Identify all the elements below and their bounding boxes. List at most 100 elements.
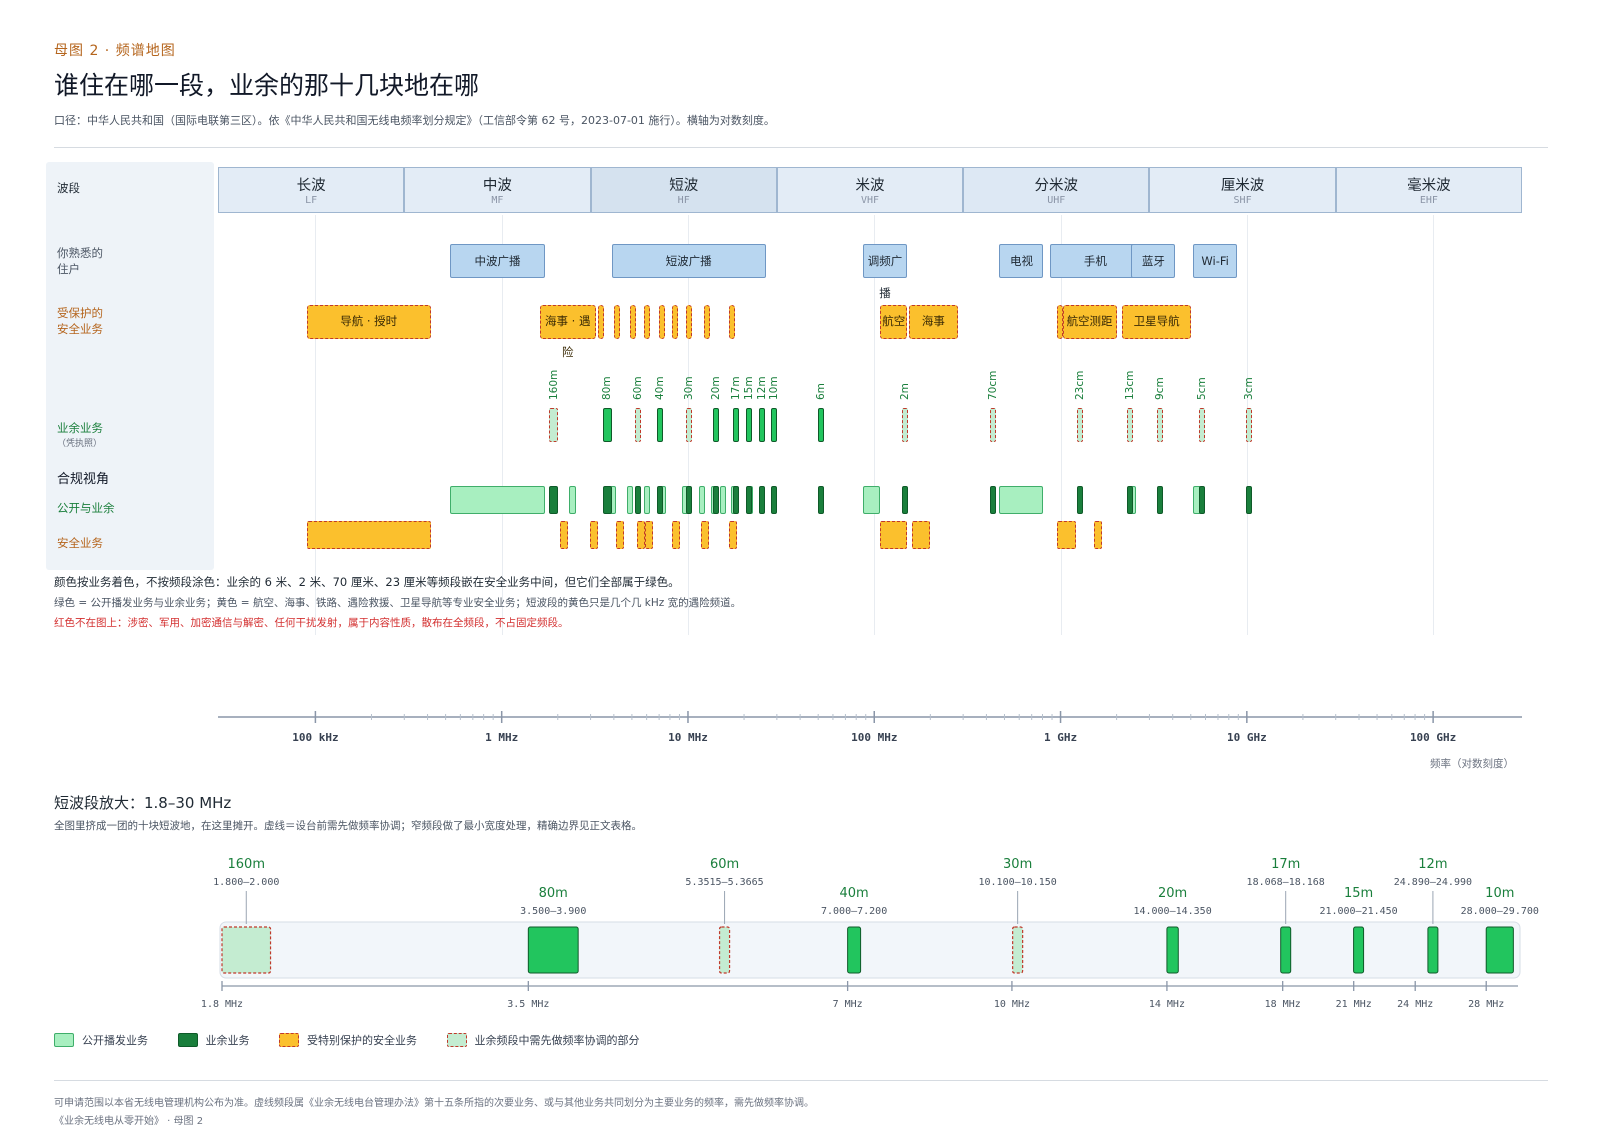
compliance-safety-block — [1093, 521, 1102, 549]
gridline — [1433, 215, 1435, 635]
amateur-band-30m — [685, 408, 692, 442]
amateur-band-label: 80m — [601, 376, 614, 400]
compliance-broadcast-block — [450, 486, 545, 514]
zoom-band-30m — [1012, 926, 1024, 974]
zoom-band-name: 15m — [1344, 886, 1373, 901]
protected-distress-channel — [659, 305, 666, 339]
spectrum-map: 长波 LF 中波 MF 短波 HF 米波 VHF 分米波 UHF 厘米波 SHF 毫米波 EHF 中波广播… — [218, 167, 1522, 635]
zoom-band-name: 40m — [839, 886, 868, 901]
axis-tick-label: 100 MHz — [851, 731, 897, 744]
amateur-band-label: 70cm — [987, 370, 1000, 400]
band-code: EHF — [1419, 195, 1438, 206]
zoom-axis-tick-label: 14 MHz — [1149, 999, 1185, 1010]
compliance-broadcast-block — [720, 486, 727, 514]
band-hf: 短波 HF — [590, 167, 777, 213]
familiar-tenant: 手机 — [1050, 244, 1141, 278]
compliance-amateur-block — [770, 486, 777, 514]
amateur-band-15m — [745, 408, 752, 442]
amateur-band-23cm — [1076, 408, 1083, 442]
gridline — [874, 215, 876, 635]
zoom-track — [219, 921, 1521, 979]
protected-distress-channel — [643, 305, 650, 339]
compliance-amateur-block — [818, 486, 825, 514]
amateur-band-label: 40m — [654, 376, 667, 400]
compliance-amateur-block — [1156, 486, 1163, 514]
frequency-axis: 100 kHz 1 MHz 10 MHz 100 MHz 1 GHz 10 GHz 100 … — [218, 711, 1522, 744]
band-name: 长波 — [296, 178, 326, 194]
hf-zoom-chart: 160m 1.800–2.000 80m 3.500–3.900 60m 5.3515–5… — [201, 857, 1539, 1010]
note-green-yellow: 绿色 = 公开播发业务与业余业务；黄色 = 航空、海事、铁路、遇险救援、卫星导航… — [54, 597, 742, 609]
zoom-band-10m — [1485, 926, 1514, 974]
compliance-amateur-block — [713, 486, 720, 514]
compliance-amateur-block — [901, 486, 908, 514]
band-code: MF — [491, 195, 504, 206]
zoom-axis-tick-label: 24 MHz — [1397, 999, 1433, 1010]
protected-distress-channel — [613, 305, 620, 339]
zoom-band-name: 10m — [1485, 886, 1514, 901]
zoom-axis-tick-label: 1.8 MHz — [201, 999, 243, 1010]
compliance-amateur-block — [758, 486, 765, 514]
amateur-band-label: 13cm — [1124, 370, 1137, 400]
figure-kicker: 母图 2 · 频谱地图 — [54, 43, 176, 59]
compliance-safety-block — [729, 521, 738, 549]
compliance-amateur-block — [634, 486, 641, 514]
band-name: 中波 — [482, 178, 512, 194]
compliance-safety-block — [672, 521, 681, 549]
amateur-band-70cm — [990, 408, 997, 442]
zoom-band-80m — [527, 926, 579, 974]
zoom-band-name: 17m — [1271, 857, 1300, 872]
axis-tick-label: 10 MHz — [668, 731, 708, 744]
zoom-band-160m — [221, 926, 272, 974]
row-label-public-amateur: 公开与业余 — [57, 501, 115, 515]
zoom-band-12m — [1427, 926, 1439, 974]
amateur-band-label: 3cm — [1242, 377, 1255, 400]
zoom-axis-tick-label: 3.5 MHz — [507, 999, 549, 1010]
band-uhf: 分米波 UHF — [963, 167, 1150, 213]
zoom-band-range: 10.100–10.150 — [979, 877, 1057, 888]
band-code: LF — [305, 195, 318, 206]
footer-divider — [54, 1080, 1548, 1081]
zoom-band-range: 5.3515–5.3665 — [685, 877, 763, 888]
compliance-amateur-block — [603, 486, 612, 514]
row-label-protected: 受保护的 安全业务 — [57, 306, 103, 336]
protected-distress-channel — [671, 305, 678, 339]
compliance-amateur-block — [733, 486, 740, 514]
page-title: 谁住在哪一段，业余的那十几块地在哪 — [54, 71, 480, 100]
compliance-broadcast-block — [569, 486, 576, 514]
legend: 公开播发业务 业余业务 受特别保护的安全业务 业余频段中需先做频率协调的部分 — [54, 1032, 666, 1050]
page-subtitle: 口径：中华人民共和国（国际电联第三区）。依《中华人民共和国无线电频率划分规定》（… — [54, 114, 775, 127]
protected-service: 卫星导航 — [1122, 305, 1191, 339]
amateur-band-label: 60m — [631, 376, 644, 400]
compliance-broadcast-block — [999, 486, 1044, 514]
band-name: 毫米波 — [1407, 178, 1451, 194]
gridline — [501, 215, 503, 635]
zoom-band-range: 7.000–7.200 — [821, 906, 887, 917]
amateur-band-label: 9cm — [1153, 377, 1166, 400]
note-color-rule: 颜色按业务着色，不按频段涂色：业余的 6 米、2 米、70 厘米、23 厘米等频… — [54, 575, 680, 589]
gridline — [315, 215, 317, 635]
zoom-band-name: 20m — [1158, 886, 1187, 901]
axis-tick-label: 1 MHz — [485, 731, 518, 744]
gridline — [1060, 215, 1062, 635]
compliance-safety-block — [880, 521, 908, 549]
band-lf: 长波 LF — [218, 167, 405, 213]
legend-item-amateur: 业余业务 — [177, 1032, 250, 1048]
band-name: 分米波 — [1034, 178, 1079, 194]
legend-item-coordination: 业余频段中需先做频率协调的部分 — [446, 1032, 640, 1048]
legend-item-safety: 受特别保护的安全业务 — [279, 1032, 417, 1048]
compliance-amateur-block — [1076, 486, 1083, 514]
axis-tick-label: 10 GHz — [1227, 731, 1267, 744]
zoom-axis-tick-label: 18 MHz — [1265, 999, 1301, 1010]
band-shf: 厘米波 SHF — [1149, 167, 1336, 213]
zoom-band-range: 28.000–29.700 — [1461, 906, 1539, 917]
zoom-band-17m — [1280, 926, 1292, 974]
zoom-axis-tick-label: 10 MHz — [994, 999, 1030, 1010]
compliance-safety-block — [912, 521, 931, 549]
amateur-band-13cm — [1127, 408, 1134, 442]
protected-service: 航空测距 — [1062, 305, 1117, 339]
zoom-subtitle: 全图里挤成一团的十块短波地，在这里摊开。虚线＝设台前需先做频率协调；窄频段做了最… — [54, 820, 642, 832]
band-mf: 中波 MF — [404, 167, 591, 213]
zoom-band-range: 21.000–21.450 — [1319, 906, 1397, 917]
familiar-wifi: Wi-Fi — [1193, 244, 1238, 278]
zoom-band-range: 18.068–18.168 — [1247, 877, 1325, 888]
